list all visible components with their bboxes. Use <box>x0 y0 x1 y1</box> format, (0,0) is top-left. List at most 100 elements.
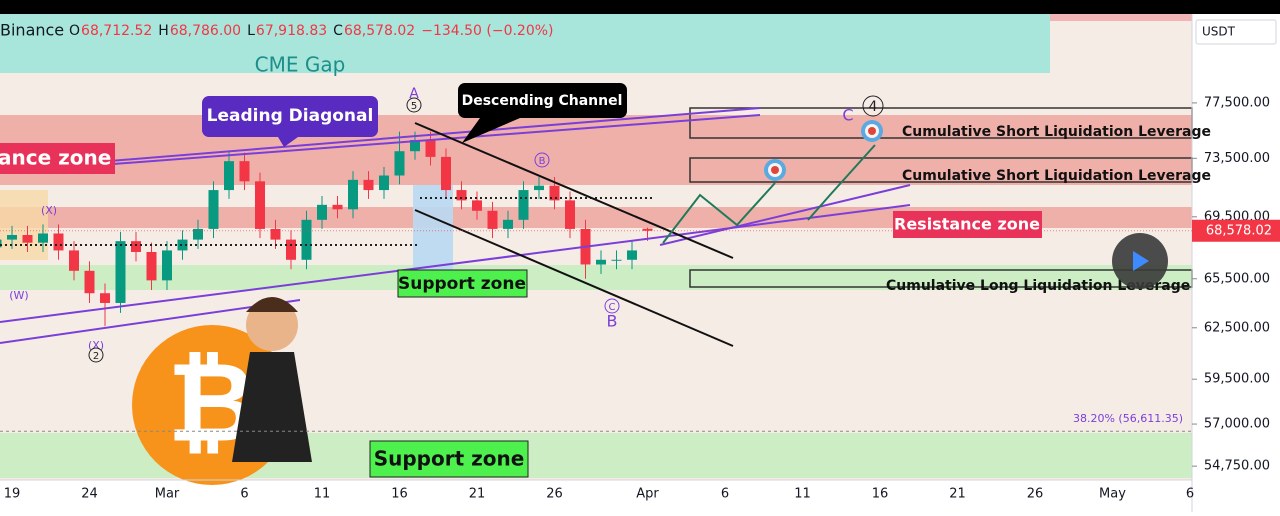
y-tick-label: 54,750.00 <box>1204 459 1270 474</box>
annotation: Cumulative Long Liquidation Leverage <box>886 278 1190 294</box>
candle-body <box>0 239 2 248</box>
x-tick-label: 24 <box>81 487 98 502</box>
trend-line <box>99 114 761 166</box>
wave-label: (X) <box>41 204 57 217</box>
candle-body <box>348 179 358 210</box>
x-tick-label: 16 <box>872 487 889 502</box>
wave-label: C <box>842 106 853 125</box>
candle-body <box>410 139 420 152</box>
candle-body <box>611 259 622 261</box>
annotation: Support zone <box>374 447 525 471</box>
y-tick-label: 62,500.00 <box>1204 320 1270 335</box>
annotation-box <box>369 440 529 478</box>
candle-body <box>38 233 48 243</box>
wave-label: B <box>607 312 618 331</box>
candle-body <box>301 219 312 260</box>
wave-circle <box>862 95 884 117</box>
candle-body <box>363 179 374 191</box>
x-tick-label: Mar <box>155 487 180 502</box>
annotation-pointer <box>462 118 520 143</box>
candle-body <box>69 250 79 271</box>
candle-body <box>255 181 265 229</box>
legend-change: −134.50 (−0.20%) <box>421 23 553 39</box>
legend-key: C <box>333 23 343 39</box>
y-tick-label: 65,500.00 <box>1204 271 1270 286</box>
candle-body <box>565 200 575 229</box>
wave-circle <box>534 152 550 168</box>
wave-label: 4 <box>869 99 878 115</box>
candle-body <box>146 251 157 281</box>
candle-body <box>317 204 327 220</box>
annotation-box <box>458 83 627 118</box>
annotation-box <box>202 96 378 137</box>
candle-body <box>7 235 17 240</box>
support-zone <box>0 265 1192 290</box>
legend-value: 68,578.02 <box>344 23 415 39</box>
x-tick-label: 16 <box>391 487 408 502</box>
wave-circle <box>88 347 104 363</box>
avatar <box>232 297 312 462</box>
wave-circle <box>406 97 422 113</box>
exchange: Binance <box>0 21 64 40</box>
volume-profile <box>0 190 48 260</box>
annotation: Support zone <box>398 274 526 294</box>
projection-path <box>662 182 776 244</box>
wave-label: 2 <box>93 351 99 362</box>
x-tick-label: 26 <box>546 487 563 502</box>
trend-line <box>0 107 761 171</box>
wave-label: 5 <box>411 101 417 112</box>
candle-body <box>503 219 513 229</box>
x-tick-label: 19 <box>4 487 21 502</box>
wave-label: A <box>409 86 419 102</box>
projection-path <box>807 144 876 221</box>
legend-key: H <box>158 23 169 39</box>
x-tick-label: 21 <box>469 487 486 502</box>
annotation: ance zone <box>0 146 111 170</box>
candle-body <box>100 293 110 303</box>
candle-body <box>224 161 234 191</box>
annotation-box <box>893 211 1042 238</box>
annotation: Cumulative Short Liquidation Leverage <box>902 168 1211 184</box>
candle-body <box>162 250 172 281</box>
candle-body <box>642 228 653 231</box>
legend-value: 68,786.00 <box>170 23 241 39</box>
annotation-pointer <box>278 137 298 147</box>
candle-body <box>487 210 498 229</box>
candle-body <box>177 239 188 251</box>
annotation: Leading Diagonal <box>207 106 374 126</box>
wave-label: C <box>609 302 616 313</box>
wave-circle <box>604 298 620 314</box>
target-icon <box>764 120 883 181</box>
trend-line <box>0 299 301 344</box>
candle-body <box>441 156 451 191</box>
x-tick-label: 11 <box>794 487 811 502</box>
annotation-box <box>0 143 115 174</box>
fib-label: 38.20% (56,611.35) <box>1073 412 1183 425</box>
x-tick-label: 6 <box>240 487 248 502</box>
candle-body <box>193 228 203 240</box>
candle-body <box>131 241 141 252</box>
trend-line <box>0 204 911 323</box>
x-tick-label: 21 <box>949 487 966 502</box>
x-tick-label: May <box>1099 487 1126 502</box>
annotation: Resistance zone <box>894 215 1040 234</box>
x-tick-label: 6 <box>721 487 729 502</box>
trend-line <box>659 184 911 246</box>
annotation-box <box>397 269 528 298</box>
channel-line <box>414 122 734 259</box>
currency: USDT <box>1202 25 1236 39</box>
annotation: CME Gap <box>255 53 346 77</box>
candle-body <box>115 241 126 303</box>
candle-body <box>596 259 606 265</box>
play-button[interactable] <box>1112 233 1168 289</box>
y-tick-label: 73,500.00 <box>1204 151 1270 166</box>
candle-body <box>472 200 482 211</box>
x-tick-label: 11 <box>314 487 331 502</box>
candle-body <box>518 190 529 220</box>
candle-body <box>53 233 64 251</box>
volume-profile <box>413 185 453 270</box>
legend-value: 67,918.83 <box>256 23 327 39</box>
legend-key: O <box>69 23 80 39</box>
x-tick-label: Apr <box>636 487 659 502</box>
